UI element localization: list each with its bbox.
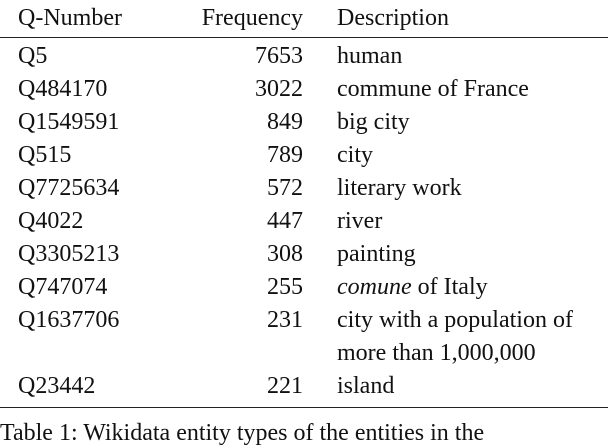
cell-frequency: 231: [267, 307, 303, 333]
description-rest: of Italy: [411, 274, 488, 300]
cell-qnumber: Q3305213: [18, 241, 120, 267]
header-description: Description: [337, 0, 608, 38]
cell-description: city with a population of more than 1,000…: [337, 304, 608, 370]
cell-qnumber: Q747074: [18, 274, 108, 300]
cell-qnumber: Q5: [18, 43, 48, 69]
cell-description: river: [337, 208, 383, 234]
table-row: Q4022 447 river: [0, 205, 608, 238]
cell-qnumber: Q484170: [18, 76, 108, 102]
cell-qnumber: Q23442: [0, 370, 183, 408]
table-row: Q5 7653 human: [0, 38, 608, 74]
table-row: Q7725634 572 literary work: [0, 172, 608, 205]
cell-qnumber: Q1549591: [18, 109, 120, 135]
description-line-1: city with a population of: [337, 307, 573, 333]
cell-description: literary work: [337, 175, 462, 201]
table-row: Q1549591 849 big city: [0, 106, 608, 139]
entity-type-table: Q-Number Frequency Description Q5 7653 h…: [0, 0, 608, 408]
description-line-2: more than 1,000,000: [337, 340, 536, 366]
cell-frequency: 221: [183, 370, 337, 408]
cell-frequency: 7653: [255, 43, 303, 69]
table-row: Q3305213 308 painting: [0, 238, 608, 271]
cell-description: big city: [337, 109, 410, 135]
cell-description: painting: [337, 241, 416, 267]
cell-frequency: 849: [267, 109, 303, 135]
table-caption: Table 1: Wikidata entity types of the en…: [0, 420, 485, 446]
table-header-row: Q-Number Frequency Description: [0, 0, 608, 38]
table-row: Q23442 221 island: [0, 370, 608, 408]
table-row: Q1637706 231 city with a population of mo…: [0, 304, 608, 370]
cell-qnumber: Q4022: [18, 208, 84, 234]
cell-frequency: 447: [267, 208, 303, 234]
table-row: Q747074 255 comune of Italy: [0, 271, 608, 304]
cell-frequency: 789: [267, 142, 303, 168]
cell-qnumber: Q7725634: [18, 175, 120, 201]
cell-frequency: 255: [267, 274, 303, 300]
cell-frequency: 3022: [255, 76, 303, 102]
cell-qnumber: Q1637706: [18, 307, 120, 333]
header-qnumber: Q-Number: [0, 0, 183, 38]
table-row: Q515 789 city: [0, 139, 608, 172]
description-italic-term: comune: [337, 274, 412, 300]
cell-description: human: [337, 43, 403, 69]
cell-frequency: 572: [267, 175, 303, 201]
frequency-table-wrapper: Q-Number Frequency Description Q5 7653 h…: [0, 0, 608, 408]
header-frequency: Frequency: [183, 0, 337, 38]
cell-qnumber: Q515: [18, 142, 72, 168]
cell-description: city: [337, 142, 373, 168]
cell-description: comune of Italy: [337, 271, 608, 304]
cell-frequency: 308: [267, 241, 303, 267]
table-row: Q484170 3022 commune of France: [0, 73, 608, 106]
cell-description: island: [337, 370, 608, 408]
cell-description: commune of France: [337, 76, 529, 102]
